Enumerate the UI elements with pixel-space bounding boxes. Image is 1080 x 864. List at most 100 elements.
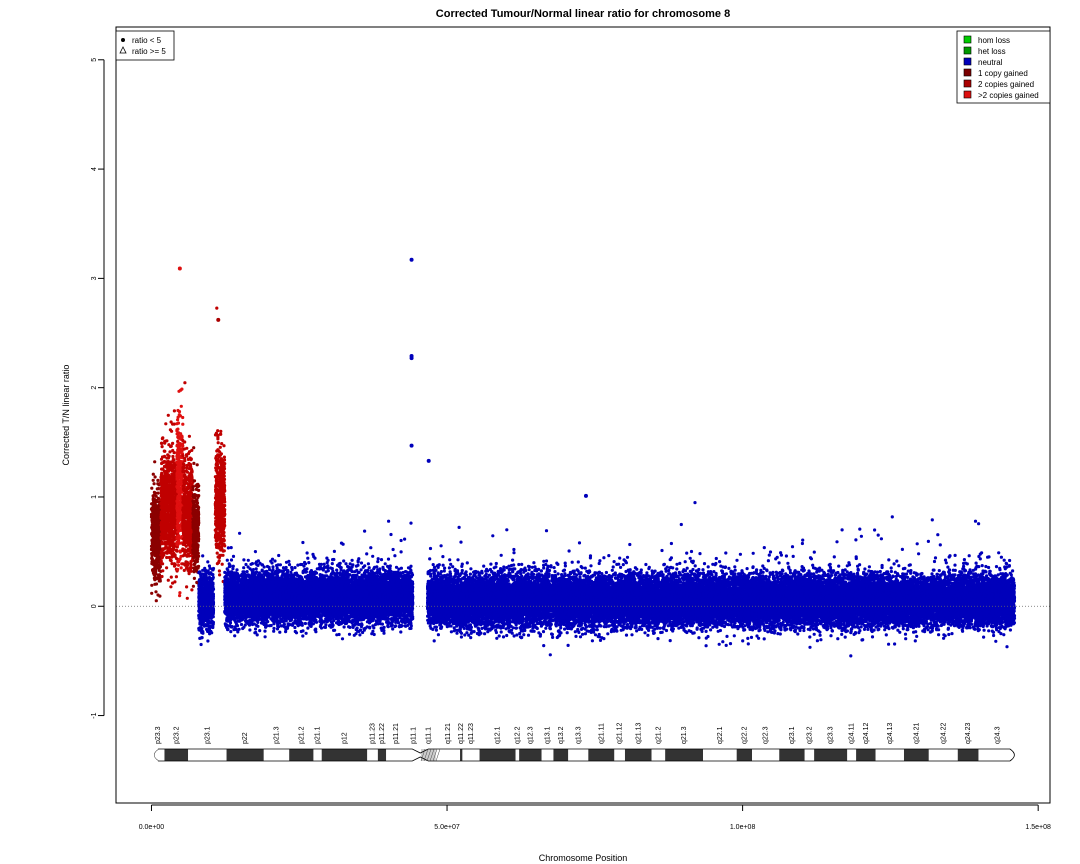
data-point (175, 543, 179, 547)
data-point (186, 538, 190, 542)
data-point (151, 494, 155, 498)
data-point (153, 559, 157, 563)
data-point (176, 435, 180, 439)
data-point (160, 523, 164, 528)
data-point (188, 534, 193, 539)
data-point (217, 535, 221, 539)
data-point (171, 543, 175, 547)
data-point (152, 482, 156, 486)
data-point (196, 482, 200, 486)
data-point (198, 621, 202, 625)
data-point (181, 467, 185, 471)
data-point (215, 551, 219, 555)
data-point (161, 500, 165, 504)
data-point (165, 533, 169, 537)
data-point (168, 428, 172, 432)
data-point (207, 601, 211, 605)
data-point (177, 445, 181, 449)
data-point (214, 479, 218, 483)
data-point (167, 500, 171, 504)
data-point (211, 566, 216, 571)
data-point (199, 642, 203, 647)
data-point (176, 567, 180, 572)
data-point (198, 605, 202, 609)
data-point (197, 600, 201, 604)
y-axis-label: Corrected T/N linear ratio (61, 365, 71, 466)
data-point (176, 448, 180, 452)
data-point (191, 493, 196, 497)
data-point (241, 626, 245, 631)
data-point (153, 543, 157, 547)
data-point (221, 493, 225, 497)
data-point (202, 588, 206, 592)
data-point (211, 575, 215, 580)
data-point (170, 517, 174, 521)
data-point (189, 465, 193, 469)
data-point (177, 413, 181, 417)
data-point (222, 499, 226, 503)
data-point (181, 415, 185, 420)
data-point (178, 591, 182, 595)
data-point (222, 486, 226, 490)
data-point (154, 590, 158, 594)
data-point (166, 492, 170, 496)
data-point (201, 610, 205, 615)
data-point (181, 562, 185, 566)
data-point (167, 497, 171, 501)
data-point (152, 490, 156, 494)
data-point (164, 522, 168, 527)
data-point (190, 469, 194, 473)
data-point (154, 572, 158, 576)
data-point (166, 547, 170, 551)
data-point (184, 544, 188, 548)
data-point (222, 523, 226, 527)
data-point (206, 584, 210, 588)
data-point (182, 492, 186, 497)
data-point (191, 584, 195, 588)
data-point (169, 585, 173, 589)
data-point (200, 595, 204, 599)
data-point (216, 496, 220, 501)
data-point (198, 627, 202, 631)
data-point (209, 616, 213, 621)
data-point (176, 508, 180, 512)
data-point (175, 548, 179, 553)
data-point (183, 533, 188, 538)
data-point (155, 533, 159, 537)
data-point (197, 596, 201, 600)
data-point (182, 500, 186, 504)
data-point (211, 600, 215, 604)
data-point (151, 539, 155, 543)
data-point (216, 448, 220, 452)
data-point (152, 532, 156, 536)
data-point (172, 546, 176, 551)
data-point (151, 511, 155, 516)
data-point (156, 593, 160, 597)
data-point (184, 487, 188, 491)
data-point (194, 553, 198, 557)
data-point (164, 495, 168, 499)
data-point (175, 499, 179, 503)
data-point (379, 558, 384, 562)
data-point (206, 639, 210, 643)
data-point (214, 476, 219, 480)
data-point (221, 549, 225, 553)
data-point (208, 624, 212, 628)
data-point (216, 435, 220, 439)
data-point (215, 306, 219, 310)
data-point (168, 450, 172, 454)
data-point (151, 562, 155, 566)
data-point (162, 460, 166, 464)
data-point (186, 478, 191, 482)
data-point (184, 469, 188, 473)
data-point (179, 486, 183, 490)
data-point (150, 547, 154, 551)
data-point (218, 453, 222, 457)
data-point (218, 523, 222, 527)
data-point (162, 551, 166, 555)
data-point (159, 491, 163, 495)
data-point (165, 566, 169, 570)
data-point (150, 591, 154, 595)
data-point (155, 530, 159, 534)
data-point (181, 537, 186, 541)
